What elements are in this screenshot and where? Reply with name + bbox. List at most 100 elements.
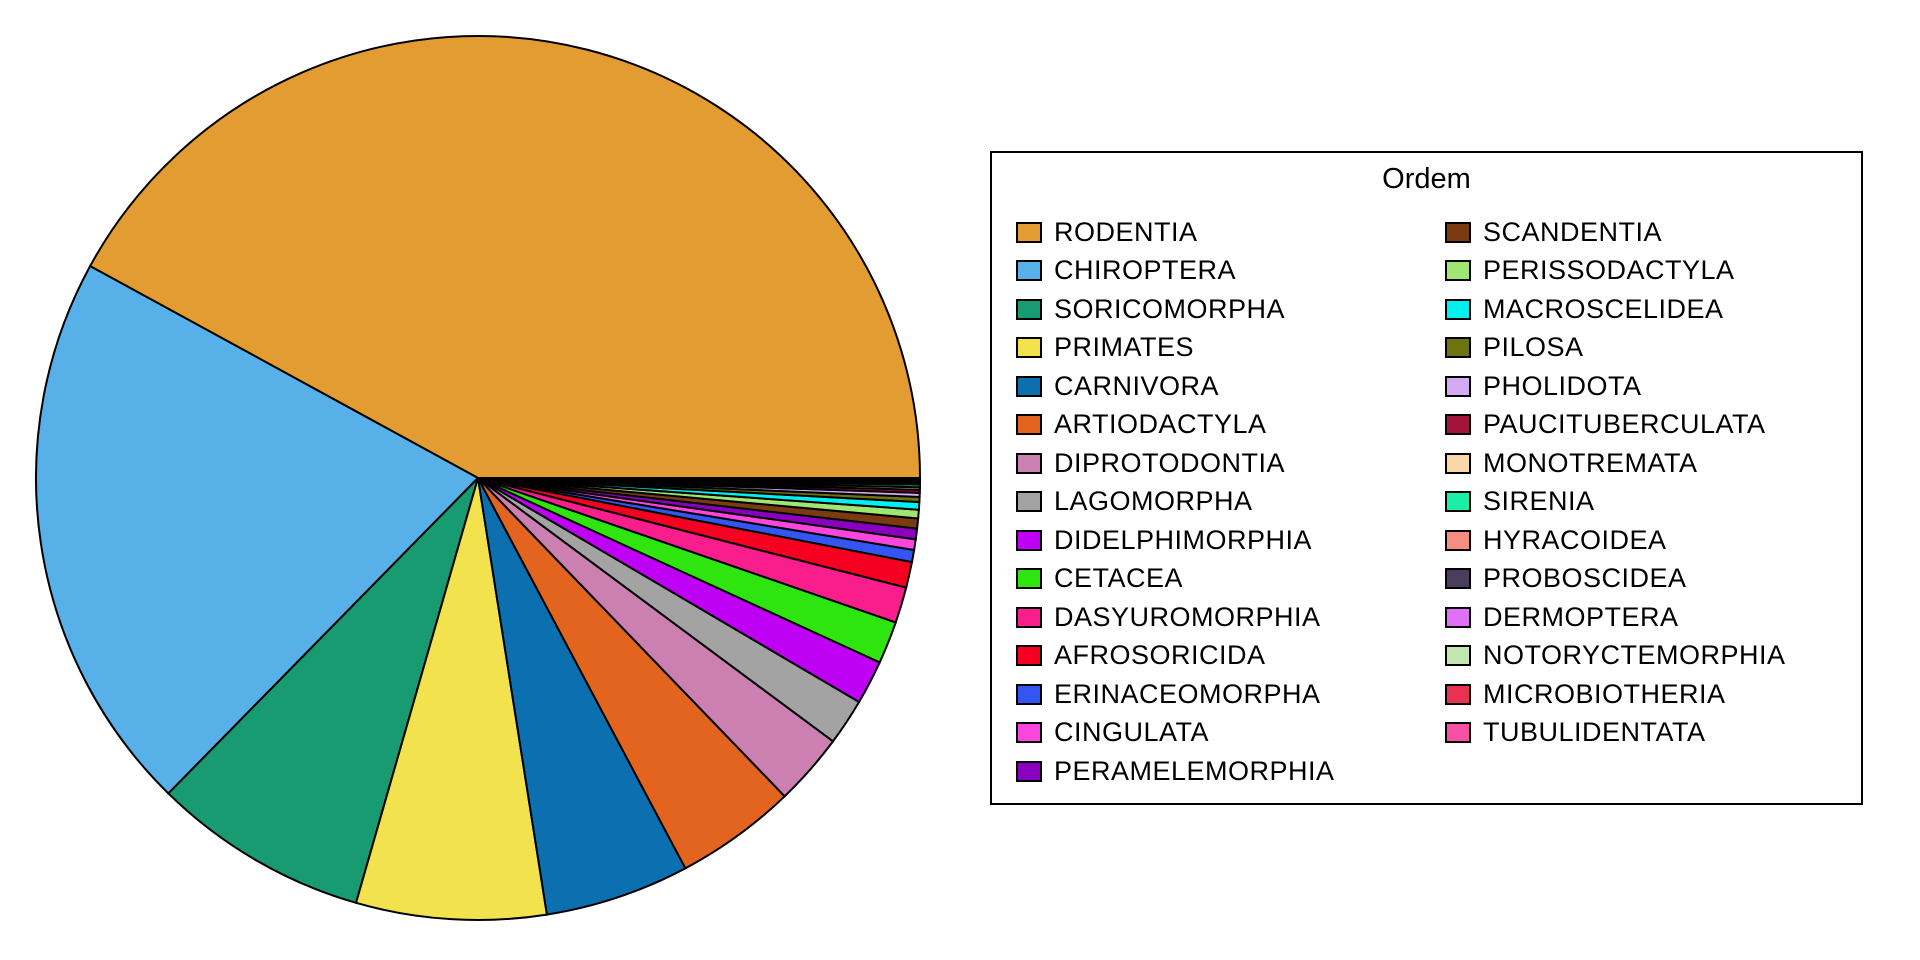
- legend-item: MICROBIOTHERIA: [1445, 675, 1853, 714]
- legend-item: MACROSCELIDEA: [1445, 290, 1853, 329]
- legend-item: CINGULATA: [1016, 714, 1445, 753]
- legend-label: DIPROTODONTIA: [1054, 447, 1286, 478]
- pie-slice-tubulidentata: [477, 477, 922, 480]
- legend-label: CETACEA: [1054, 563, 1184, 594]
- pie-slice-rodentia: [88, 35, 922, 479]
- legend-label: CHIROPTERA: [1054, 255, 1237, 286]
- legend-item: PROBOSCIDEA: [1445, 560, 1853, 599]
- legend-label: PERAMELEMORPHIA: [1054, 755, 1335, 786]
- legend-swatch: [1445, 221, 1471, 243]
- legend-item: NOTORYCTEMORPHIA: [1445, 637, 1853, 676]
- legend-label: CARNIVORA: [1054, 370, 1220, 401]
- legend-box: Ordem RODENTIA CHIROPTERA SORICOMORPHA PRIM…: [990, 151, 1863, 805]
- legend-title: Ordem: [1382, 163, 1471, 195]
- legend-swatch: [1445, 260, 1471, 282]
- legend-swatch: [1445, 375, 1471, 397]
- legend-item: CETACEA: [1016, 560, 1445, 599]
- legend-swatch: [1445, 529, 1471, 551]
- legend-label: PAUCITUBERCULATA: [1483, 409, 1766, 440]
- legend-items: RODENTIA CHIROPTERA SORICOMORPHA PRIMATES CA…: [1016, 213, 1853, 791]
- legend-label: MICROBIOTHERIA: [1483, 678, 1726, 709]
- legend-swatch: [1016, 452, 1042, 474]
- legend-column-2: SCANDENTIA PERISSODACTYLA MACROSCELIDEA PIL…: [1445, 213, 1853, 791]
- legend-swatch: [1016, 414, 1042, 436]
- legend-swatch: [1445, 452, 1471, 474]
- legend-label: RODENTIA: [1054, 216, 1198, 247]
- legend-swatch: [1016, 645, 1042, 667]
- pie-slice-chiroptera: [35, 264, 480, 795]
- legend-item: DIDELPHIMORPHIA: [1016, 521, 1445, 560]
- legend-swatch: [1016, 298, 1042, 320]
- legend-label: SIRENIA: [1483, 486, 1595, 517]
- legend-label: ERINACEOMORPHA: [1054, 678, 1321, 709]
- legend-label: TUBULIDENTATA: [1483, 717, 1706, 748]
- legend-label: LAGOMORPHA: [1054, 486, 1253, 517]
- legend-label: CINGULATA: [1054, 717, 1210, 748]
- legend-label: SORICOMORPHA: [1054, 293, 1286, 324]
- legend-label: PILOSA: [1483, 332, 1584, 363]
- legend-swatch: [1016, 760, 1042, 782]
- legend-item: CARNIVORA: [1016, 367, 1445, 406]
- legend-swatch: [1016, 568, 1042, 590]
- legend-item: SIRENIA: [1445, 483, 1853, 522]
- legend-swatch: [1016, 375, 1042, 397]
- legend-item: MONOTREMATA: [1445, 444, 1853, 483]
- legend-label: PERISSODACTYLA: [1483, 255, 1735, 286]
- pie-slice-soricomorpha: [166, 477, 479, 905]
- legend-label: ARTIODACTYLA: [1054, 409, 1267, 440]
- legend-swatch: [1016, 529, 1042, 551]
- legend-swatch: [1445, 722, 1471, 744]
- legend-swatch: [1445, 491, 1471, 513]
- legend-label: AFROSORICIDA: [1054, 640, 1266, 671]
- legend-swatch: [1445, 606, 1471, 628]
- legend-item: PAUCITUBERCULATA: [1445, 406, 1853, 445]
- legend-label: DIDELPHIMORPHIA: [1054, 524, 1313, 555]
- legend-label: NOTORYCTEMORPHIA: [1483, 640, 1786, 671]
- legend-label: MACROSCELIDEA: [1483, 293, 1724, 324]
- legend-label: PRIMATES: [1054, 332, 1195, 363]
- legend-swatch: [1445, 683, 1471, 705]
- legend-item: SCANDENTIA: [1445, 213, 1853, 252]
- legend-swatch: [1445, 568, 1471, 590]
- legend-label: PROBOSCIDEA: [1483, 563, 1687, 594]
- legend-label: HYRACOIDEA: [1483, 524, 1667, 555]
- legend-item: PERAMELEMORPHIA: [1016, 752, 1445, 791]
- legend-item: SORICOMORPHA: [1016, 290, 1445, 329]
- legend-item: DERMOPTERA: [1445, 598, 1853, 637]
- legend-label: SCANDENTIA: [1483, 216, 1663, 247]
- legend-label: DERMOPTERA: [1483, 601, 1679, 632]
- legend-item: PRIMATES: [1016, 329, 1445, 368]
- legend-swatch: [1445, 298, 1471, 320]
- pie-slice-carnivora: [477, 477, 687, 916]
- legend-swatch: [1445, 645, 1471, 667]
- legend-item: LAGOMORPHA: [1016, 483, 1445, 522]
- legend-swatch: [1445, 337, 1471, 359]
- legend-label: MONOTREMATA: [1483, 447, 1698, 478]
- legend-swatch: [1016, 337, 1042, 359]
- legend-swatch: [1016, 260, 1042, 282]
- legend-item: PERISSODACTYLA: [1445, 252, 1853, 291]
- legend-column-1: RODENTIA CHIROPTERA SORICOMORPHA PRIMATES CA…: [1016, 213, 1445, 791]
- legend-item: DIPROTODONTIA: [1016, 444, 1445, 483]
- legend-item: PHOLIDOTA: [1445, 367, 1853, 406]
- legend-label: PHOLIDOTA: [1483, 370, 1642, 401]
- legend-swatch: [1016, 221, 1042, 243]
- legend-swatch: [1445, 414, 1471, 436]
- legend-item: ARTIODACTYLA: [1016, 406, 1445, 445]
- legend-item: AFROSORICIDA: [1016, 637, 1445, 676]
- legend-swatch: [1016, 722, 1042, 744]
- legend-label: DASYUROMORPHIA: [1054, 601, 1321, 632]
- pie-slice-primates: [354, 477, 549, 921]
- legend-item: RODENTIA: [1016, 213, 1445, 252]
- legend-item: ERINACEOMORPHA: [1016, 675, 1445, 714]
- legend-item: PILOSA: [1445, 329, 1853, 368]
- legend-item: TUBULIDENTATA: [1445, 714, 1853, 753]
- pie-chart: [35, 35, 922, 921]
- legend-item: HYRACOIDEA: [1445, 521, 1853, 560]
- legend-item: DASYUROMORPHIA: [1016, 598, 1445, 637]
- legend-swatch: [1016, 683, 1042, 705]
- legend-swatch: [1016, 606, 1042, 628]
- legend-swatch: [1016, 491, 1042, 513]
- legend-item: CHIROPTERA: [1016, 252, 1445, 291]
